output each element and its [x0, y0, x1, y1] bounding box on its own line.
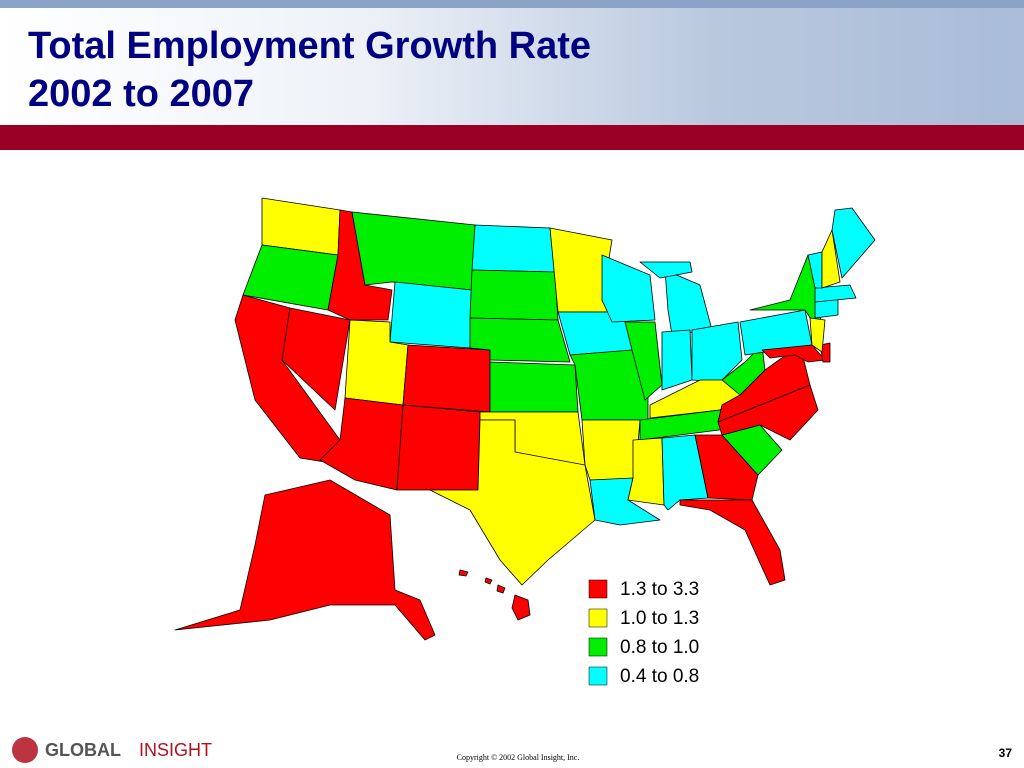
state: [624, 321, 663, 401]
logo-text: GLOBAL: [45, 740, 121, 760]
legend-label: 0.4 to 0.8: [620, 666, 699, 687]
legend-label: 0.8 to 1.0: [620, 637, 699, 658]
state: [484, 577, 493, 585]
state: [496, 584, 506, 594]
state: [174, 479, 436, 641]
state: [489, 361, 579, 413]
state: [281, 307, 351, 411]
logo-text: INSIGHT: [139, 740, 212, 760]
state: [581, 419, 641, 481]
state: [639, 261, 693, 279]
state: [402, 344, 491, 413]
header-strip: [0, 0, 1024, 8]
state: [458, 569, 469, 577]
legend-swatch: [588, 579, 608, 599]
state: [694, 434, 759, 501]
logo: GLOBAL INSIGHT: [12, 737, 212, 763]
legend-label: 1.3 to 3.3: [620, 579, 699, 600]
state: [721, 344, 766, 396]
title-line: 2002 to 2007: [28, 73, 254, 115]
state: [627, 437, 665, 506]
legend-swatch: [588, 666, 608, 686]
state: [831, 207, 876, 279]
title-line: Total Employment Growth Rate: [28, 25, 591, 67]
copyright: Copyright © 2002 Global Insight, Inc.: [457, 753, 580, 762]
state: [691, 321, 743, 383]
header-bar: [0, 125, 1024, 150]
state: [471, 224, 556, 273]
legend: 1.3 to 3.3 1.0 to 1.3 0.8 to 1.0 0.4 to 0.8: [588, 579, 699, 687]
state: [664, 269, 713, 336]
legend-label: 1.0 to 1.3: [620, 608, 699, 629]
state: [809, 317, 826, 353]
header-background: [0, 0, 1024, 125]
state: [469, 317, 571, 363]
state: [469, 269, 559, 321]
state: [679, 499, 786, 586]
legend-swatch: [588, 637, 608, 657]
state: [661, 329, 693, 391]
logo-mark: [12, 737, 38, 763]
state: [814, 284, 857, 303]
state: [601, 254, 656, 323]
us-map: [174, 197, 876, 641]
state: [396, 404, 481, 491]
state: [389, 281, 473, 349]
legend-swatch: [588, 608, 608, 628]
page-number: 37: [999, 746, 1013, 760]
state: [511, 594, 531, 621]
state: [429, 419, 596, 586]
state: [821, 229, 841, 289]
state: [351, 211, 476, 291]
